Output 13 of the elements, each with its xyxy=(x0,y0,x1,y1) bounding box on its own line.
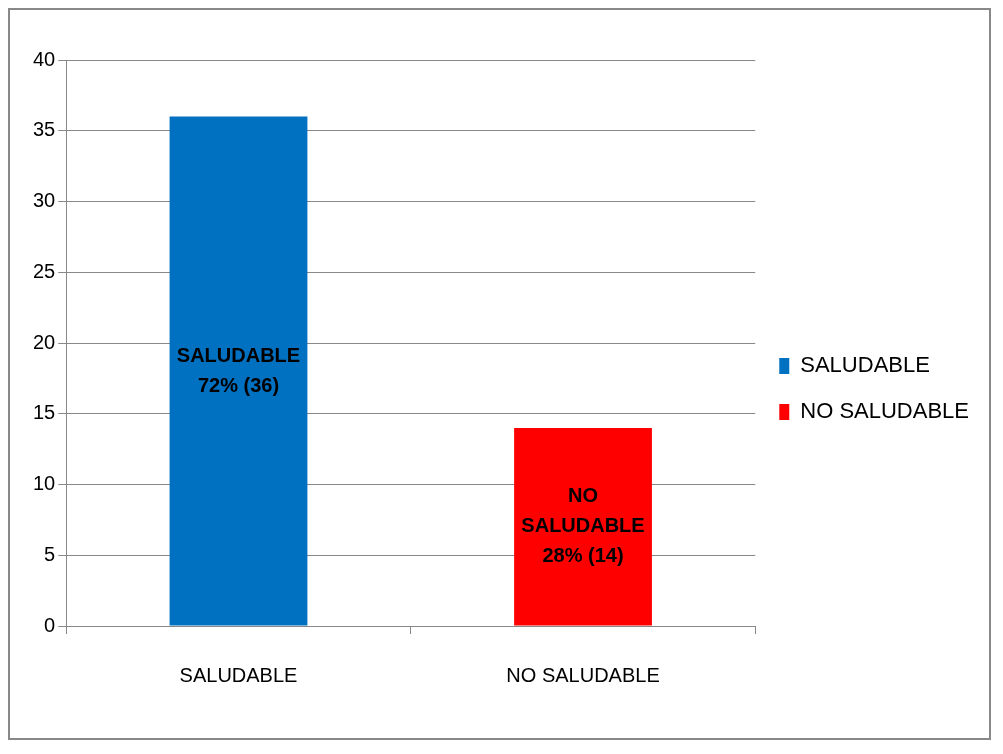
y-tick-label: 10 xyxy=(33,472,56,495)
legend-label: SALUDABLE xyxy=(800,352,930,378)
y-tick-label: 0 xyxy=(44,613,56,636)
y-tick-label: 35 xyxy=(33,118,56,141)
y-tick-label: 15 xyxy=(33,401,56,424)
y-tick-label: 25 xyxy=(33,259,56,282)
data-label: NO SALUDABLE 28% (14) xyxy=(521,484,645,567)
legend-label: NO SALUDABLE xyxy=(800,398,970,424)
y-tick-label: 40 xyxy=(33,47,56,70)
y-tick-label: 20 xyxy=(33,330,56,353)
y-tick-label: 5 xyxy=(44,542,56,565)
y-tick-label: 30 xyxy=(33,189,56,212)
data-label: SALUDABLE 72% (36) xyxy=(176,343,301,396)
